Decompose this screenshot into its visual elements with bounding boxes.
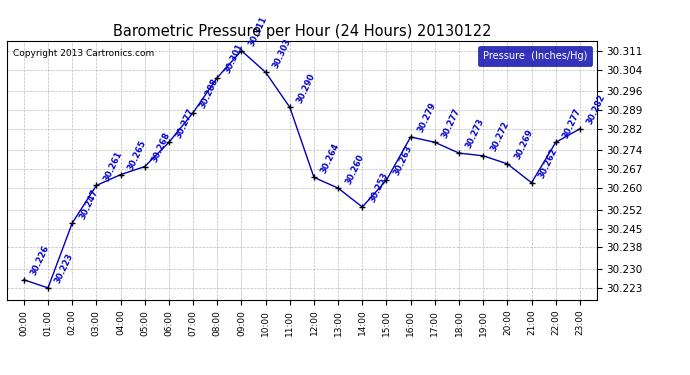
Text: 30.273: 30.273 (464, 117, 486, 150)
Text: 30.311: 30.311 (247, 15, 269, 48)
Text: 30.262: 30.262 (537, 147, 559, 180)
Text: 30.282: 30.282 (586, 93, 607, 126)
Text: 30.223: 30.223 (54, 252, 75, 285)
Text: 30.272: 30.272 (489, 120, 511, 153)
Text: Copyright 2013 Cartronics.com: Copyright 2013 Cartronics.com (13, 49, 154, 58)
Text: 30.290: 30.290 (295, 72, 317, 105)
Text: 30.263: 30.263 (392, 144, 414, 177)
Text: 30.265: 30.265 (126, 139, 148, 172)
Title: Barometric Pressure per Hour (24 Hours) 20130122: Barometric Pressure per Hour (24 Hours) … (112, 24, 491, 39)
Text: 30.260: 30.260 (344, 152, 366, 185)
Legend: Pressure  (Inches/Hg): Pressure (Inches/Hg) (478, 46, 592, 66)
Text: 30.288: 30.288 (199, 77, 220, 110)
Text: 30.301: 30.301 (223, 42, 244, 75)
Text: 30.226: 30.226 (30, 244, 51, 277)
Text: 30.247: 30.247 (78, 188, 99, 220)
Text: 30.264: 30.264 (319, 141, 342, 175)
Text: 30.261: 30.261 (102, 150, 124, 183)
Text: 30.253: 30.253 (368, 171, 390, 204)
Text: 30.303: 30.303 (271, 37, 293, 69)
Text: 30.277: 30.277 (175, 106, 196, 140)
Text: 30.269: 30.269 (513, 128, 535, 161)
Text: 30.268: 30.268 (150, 131, 172, 164)
Text: 30.277: 30.277 (561, 106, 583, 140)
Text: 30.279: 30.279 (416, 101, 438, 134)
Text: 30.277: 30.277 (440, 106, 462, 140)
